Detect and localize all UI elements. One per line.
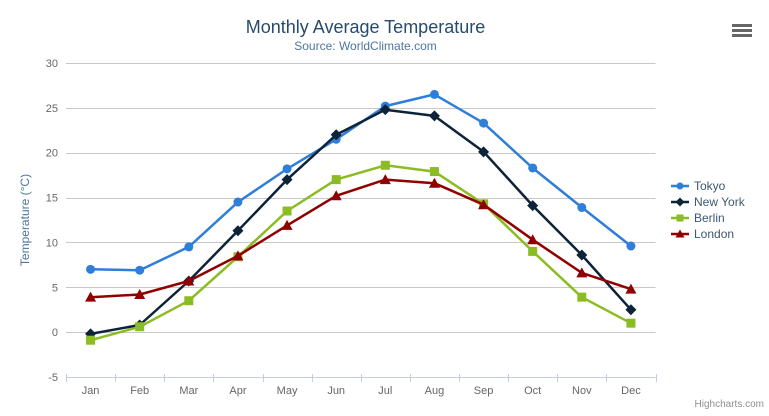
y-axis-tick-label: -5 — [48, 372, 58, 384]
series-marker-diamond — [428, 110, 440, 122]
hamburger-icon — [732, 23, 752, 27]
y-axis-tick-label: 30 — [46, 58, 58, 70]
series-marker-triangle — [330, 190, 342, 201]
legend: Tokyo New York Berlin London — [671, 178, 745, 242]
series-marker-circle — [233, 197, 243, 207]
series-marker-circle — [184, 242, 194, 252]
x-axis-tick-label: Jan — [82, 385, 100, 397]
legend-item-tokyo[interactable]: Tokyo — [671, 178, 745, 194]
x-axis-tick-label: Feb — [130, 385, 149, 397]
series-marker-triangle — [527, 234, 539, 245]
series-marker-triangle — [379, 174, 391, 185]
series-marker-square — [626, 318, 636, 328]
series-line-tokyo — [89, 93, 633, 272]
series-marker-square — [577, 292, 587, 302]
series-marker-diamond — [379, 104, 391, 116]
hamburger-icon — [732, 28, 752, 32]
x-axis-tick-label: Nov — [572, 385, 592, 397]
series-marker-circle — [528, 163, 538, 173]
series-marker-triangle — [428, 177, 440, 188]
series-marker-triangle — [183, 275, 195, 286]
x-axis-tick-label: Oct — [524, 385, 541, 397]
series-marker-diamond — [675, 197, 685, 207]
series-marker-circle — [429, 89, 439, 99]
series-marker-square — [282, 206, 292, 216]
x-axis-tick-label: Jul — [378, 385, 392, 397]
legend-marker-icon — [671, 182, 689, 190]
series-marker-diamond — [478, 146, 490, 158]
series-marker-circle — [479, 118, 489, 128]
legend-item-new-york[interactable]: New York — [671, 194, 745, 210]
y-axis-tick-label: 20 — [46, 148, 58, 160]
series-marker-square — [135, 322, 145, 332]
series-marker-square — [528, 246, 538, 256]
x-axis-tick-label: Jun — [327, 385, 345, 397]
y-axis-tick-label: 25 — [46, 103, 58, 115]
series-marker-triangle — [134, 288, 146, 299]
series-marker-diamond — [232, 225, 244, 237]
series-marker-diamond — [281, 174, 293, 186]
series-marker-circle — [86, 264, 96, 274]
legend-marker-icon — [671, 229, 689, 238]
hamburger-icon — [732, 33, 752, 37]
series-marker-triangle — [85, 291, 97, 302]
series-marker-square — [676, 214, 684, 222]
y-axis-tick-label: 0 — [52, 327, 58, 339]
x-axis-tick-label: Dec — [621, 385, 641, 397]
series-marker-circle — [676, 182, 684, 190]
legend-item-label: Tokyo — [694, 179, 726, 193]
y-axis-tick-label: 5 — [52, 282, 58, 294]
y-axis-tick-label: 15 — [46, 193, 58, 205]
legend-marker-icon — [671, 214, 689, 222]
chart-title: Monthly Average Temperature — [245, 17, 486, 37]
series-marker-square — [380, 160, 390, 170]
legend-item-label: London — [694, 227, 735, 241]
series-marker-diamond — [330, 129, 342, 141]
export-menu-button[interactable] — [729, 20, 755, 40]
x-axis-tick-label: Mar — [179, 385, 198, 397]
series-marker-triangle — [232, 250, 244, 261]
series-marker-diamond — [625, 304, 637, 316]
series-line-london — [89, 178, 633, 299]
x-axis-tick-label: Aug — [425, 385, 445, 397]
series-marker-diamond — [576, 249, 588, 261]
series-marker-triangle — [625, 283, 637, 294]
series-marker-square — [184, 296, 194, 306]
x-axis-tick-label: May — [277, 385, 298, 397]
legend-item-label: New York — [694, 195, 745, 209]
series-line-berlin — [89, 164, 633, 342]
series-line-new-york — [89, 108, 633, 336]
series-marker-circle — [577, 202, 587, 212]
legend-item-london[interactable]: London — [671, 226, 745, 242]
series-marker-square — [86, 335, 96, 345]
series-marker-diamond — [527, 200, 539, 212]
series-marker-circle — [282, 164, 292, 174]
legend-marker-icon — [671, 197, 689, 207]
x-axis-tick-label: Sep — [474, 385, 494, 397]
series-marker-triangle — [281, 219, 293, 230]
legend-item-berlin[interactable]: Berlin — [671, 210, 745, 226]
series-marker-circle — [626, 241, 636, 251]
series-marker-square — [331, 175, 341, 185]
series-marker-circle — [135, 265, 145, 275]
y-axis-tick-label: 10 — [46, 237, 58, 249]
series-marker-triangle — [576, 267, 588, 278]
chart-subtitle: Source: WorldClimate.com — [294, 39, 437, 53]
x-axis-tick-label: Apr — [229, 385, 246, 397]
series-marker-triangle — [675, 229, 685, 238]
legend-item-label: Berlin — [694, 211, 725, 225]
highcharts-credits-link[interactable]: Highcharts.com — [694, 399, 764, 410]
series-marker-square — [429, 167, 439, 177]
series-marker-triangle — [478, 199, 490, 210]
